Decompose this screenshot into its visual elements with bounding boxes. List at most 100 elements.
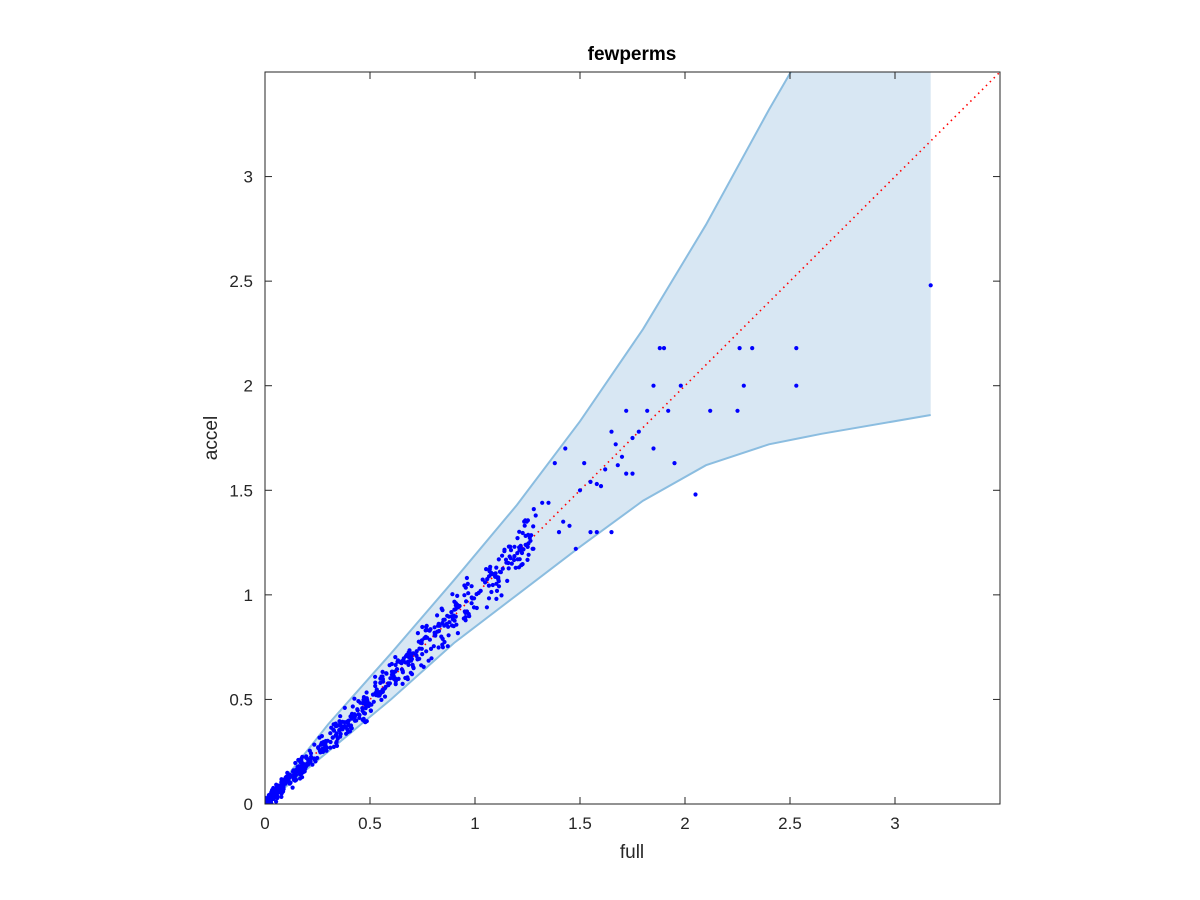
y-axis-label: accel bbox=[201, 416, 222, 460]
data-point bbox=[735, 408, 740, 413]
data-point bbox=[290, 769, 296, 774]
data-point bbox=[346, 722, 351, 728]
data-point bbox=[484, 567, 489, 572]
data-point bbox=[794, 346, 799, 351]
data-point bbox=[391, 671, 396, 676]
data-point bbox=[741, 383, 746, 388]
data-point bbox=[588, 479, 593, 484]
data-point bbox=[316, 745, 321, 751]
data-point bbox=[526, 532, 531, 538]
data-point bbox=[463, 615, 468, 620]
data-point bbox=[387, 663, 392, 668]
x-tick-label: 2.5 bbox=[778, 814, 802, 833]
data-point bbox=[436, 623, 441, 628]
data-point bbox=[309, 755, 314, 761]
data-point bbox=[446, 614, 452, 619]
data-point bbox=[489, 570, 494, 575]
data-point bbox=[279, 794, 284, 800]
data-point bbox=[506, 544, 511, 549]
data-point bbox=[512, 554, 517, 559]
data-point bbox=[435, 613, 440, 618]
data-point bbox=[440, 636, 445, 642]
data-point bbox=[515, 536, 520, 541]
data-point bbox=[467, 614, 472, 619]
data-point bbox=[367, 701, 372, 706]
data-point bbox=[408, 670, 413, 675]
data-point bbox=[386, 681, 391, 686]
data-point bbox=[498, 570, 503, 575]
data-point bbox=[352, 696, 357, 701]
data-point bbox=[511, 557, 517, 563]
data-point bbox=[496, 557, 501, 562]
data-point bbox=[588, 530, 593, 535]
data-point bbox=[417, 646, 422, 651]
x-tick-label: 3 bbox=[890, 814, 899, 833]
data-point bbox=[313, 759, 318, 764]
data-point bbox=[363, 706, 368, 711]
data-point bbox=[526, 552, 531, 557]
data-point bbox=[645, 408, 650, 413]
data-point bbox=[661, 346, 667, 351]
data-point bbox=[577, 488, 583, 493]
data-point bbox=[411, 666, 416, 671]
data-point bbox=[462, 609, 467, 614]
data-point bbox=[630, 471, 635, 476]
data-point bbox=[370, 692, 376, 697]
data-point bbox=[466, 591, 471, 596]
data-point bbox=[338, 722, 343, 727]
data-point bbox=[750, 346, 755, 351]
data-point bbox=[308, 751, 314, 756]
data-point bbox=[357, 715, 362, 721]
data-point bbox=[489, 589, 494, 595]
data-point bbox=[342, 705, 347, 711]
data-point bbox=[476, 590, 481, 596]
data-point bbox=[503, 557, 509, 562]
data-point bbox=[373, 674, 378, 679]
data-point bbox=[517, 557, 522, 562]
data-point bbox=[508, 548, 514, 553]
x-tick-label: 0 bbox=[260, 814, 269, 833]
data-point bbox=[328, 731, 333, 736]
data-point bbox=[431, 644, 436, 649]
data-point bbox=[274, 799, 279, 804]
data-point bbox=[518, 547, 523, 552]
data-point bbox=[283, 781, 288, 786]
data-point bbox=[281, 784, 286, 790]
data-point bbox=[462, 593, 467, 598]
y-tick-label: 0 bbox=[244, 795, 253, 814]
data-point bbox=[455, 593, 460, 599]
data-point bbox=[651, 446, 656, 451]
data-point bbox=[424, 627, 429, 633]
data-point bbox=[376, 691, 381, 696]
data-point bbox=[308, 759, 313, 764]
data-point bbox=[530, 546, 535, 551]
data-point bbox=[453, 603, 458, 608]
data-point bbox=[322, 746, 327, 751]
data-point bbox=[531, 507, 536, 512]
axes: 0 0.5 1 1.5 2 2.5 3 0 0.5 1 1.5 2 2.5 3 bbox=[229, 71, 1001, 833]
y-tick-label: 0.5 bbox=[229, 690, 253, 709]
data-point bbox=[288, 780, 293, 785]
data-point bbox=[556, 530, 562, 535]
data-point bbox=[382, 686, 387, 691]
x-tick-label: 2 bbox=[680, 814, 689, 833]
data-point bbox=[350, 704, 355, 709]
data-point bbox=[360, 701, 365, 706]
data-point bbox=[395, 659, 400, 664]
data-point bbox=[396, 676, 401, 682]
data-point bbox=[494, 565, 499, 570]
data-point bbox=[521, 547, 526, 552]
x-axis-label: full bbox=[620, 842, 644, 863]
data-point bbox=[450, 592, 455, 597]
data-point bbox=[469, 601, 474, 606]
data-point bbox=[496, 584, 502, 589]
data-point bbox=[447, 620, 452, 625]
data-point bbox=[502, 547, 507, 552]
data-point bbox=[355, 708, 360, 713]
data-point bbox=[480, 577, 485, 582]
data-point bbox=[609, 429, 614, 434]
data-point bbox=[452, 599, 457, 604]
plot-area bbox=[265, 72, 1000, 804]
data-point bbox=[573, 546, 578, 551]
data-point bbox=[522, 523, 527, 528]
